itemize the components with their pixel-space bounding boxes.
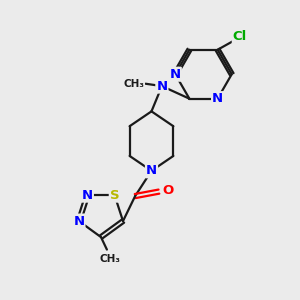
Text: N: N <box>156 80 167 93</box>
Text: CH₃: CH₃ <box>123 79 144 89</box>
Text: O: O <box>163 184 174 196</box>
Text: N: N <box>212 92 223 105</box>
Text: N: N <box>170 68 181 81</box>
Text: CH₃: CH₃ <box>99 254 120 264</box>
Text: S: S <box>110 189 119 202</box>
Text: N: N <box>73 214 85 228</box>
Text: Cl: Cl <box>233 31 247 44</box>
Text: N: N <box>82 189 93 202</box>
Text: N: N <box>146 164 157 177</box>
